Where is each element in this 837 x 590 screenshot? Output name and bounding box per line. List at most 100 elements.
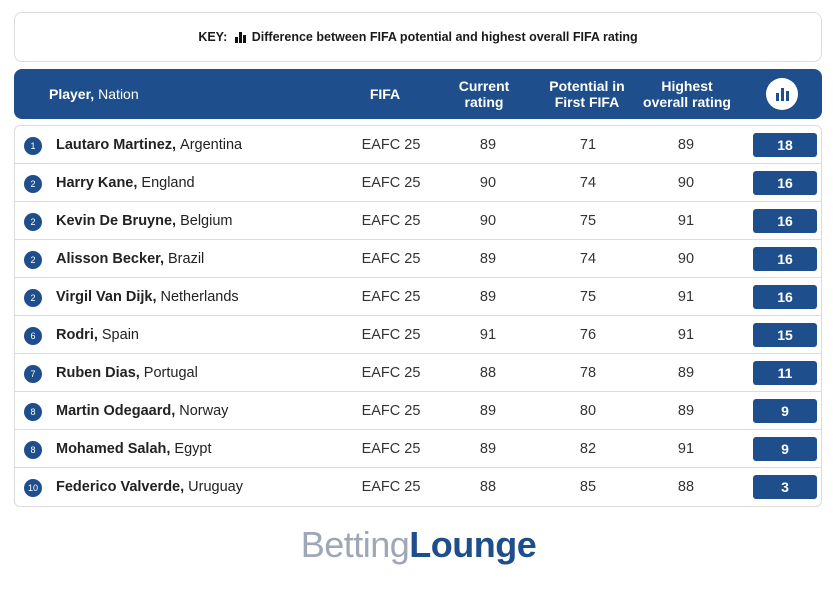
key-legend: KEY: Difference between FIFA potential a… [14,12,822,62]
highest-rating-cell: 91 [677,289,695,305]
player-cell: Rodri, Spain [56,316,139,354]
rank-badge: 10 [24,479,42,497]
potential-cell: 80 [579,403,597,419]
difference-badge: 16 [753,171,817,195]
rank-badge: 2 [24,175,42,193]
player-cell: Mohamed Salah, Egypt [56,430,212,468]
bar-chart-icon [775,87,789,101]
bar-chart-icon [235,31,246,43]
column-header-nation-label: Nation [98,86,139,102]
table-row: 8 Martin Odegaard, Norway EAFC 25 89 80 89 9 [15,392,821,430]
highest-rating-cell: 91 [677,213,695,229]
current-rating-cell: 89 [479,251,497,267]
player-name: Harry Kane, [56,175,138,191]
table-row: 2 Virgil Van Dijk, Netherlands EAFC 25 89 75 9… [15,278,821,316]
player-name: Lautaro Martinez, [56,137,177,153]
current-rating-cell: 88 [479,479,497,495]
highest-rating-cell: 89 [677,403,695,419]
table-body: 1 Lautaro Martinez, Argentina EAFC 25 89 71 89… [14,125,822,507]
key-text: Difference between FIFA potential and hi… [251,30,638,44]
difference-badge: 9 [753,399,817,423]
player-name: Martin Odegaard, [56,403,176,419]
fifa-cell: EAFC 25 [361,327,421,343]
player-nation: Brazil [168,251,205,267]
player-name: Virgil Van Dijk, [56,289,157,305]
difference-badge: 9 [753,437,817,461]
player-cell: Ruben Dias, Portugal [56,354,198,392]
current-rating-cell: 89 [479,403,497,419]
difference-badge: 18 [753,133,817,157]
fifa-cell: EAFC 25 [361,175,421,191]
rank-badge: 6 [24,327,42,345]
table-row: 2 Harry Kane, England EAFC 25 90 74 90 16 [15,164,821,202]
player-nation: Argentina [180,137,243,153]
logo-part-lounge: Lounge [409,524,537,565]
fifa-cell: EAFC 25 [361,251,421,267]
player-cell: Harry Kane, England [56,164,195,202]
player-cell: Virgil Van Dijk, Netherlands [56,278,239,316]
highest-rating-cell: 89 [677,137,695,153]
player-name: Ruben Dias, [56,365,140,381]
column-header-difference [766,78,798,110]
difference-badge: 16 [753,247,817,271]
current-rating-cell: 89 [479,289,497,305]
player-cell: Federico Valverde, Uruguay [56,468,243,506]
fifa-cell: EAFC 25 [361,479,421,495]
potential-cell: 82 [579,441,597,457]
table-row: 10 Federico Valverde, Uruguay EAFC 25 88 85 88… [15,468,821,506]
player-name: Alisson Becker, [56,251,164,267]
current-rating-cell: 90 [479,175,497,191]
table-row: 2 Alisson Becker, Brazil EAFC 25 89 74 90 16 [15,240,821,278]
potential-cell: 75 [579,213,597,229]
current-rating-cell: 90 [479,213,497,229]
current-rating-cell: 91 [479,327,497,343]
bettinglounge-logo: BettingLounge [0,524,837,566]
table-row: 8 Mohamed Salah, Egypt EAFC 25 89 82 91 9 [15,430,821,468]
potential-cell: 76 [579,327,597,343]
column-header-player: Player, Nation [49,69,139,119]
fifa-cell: EAFC 25 [361,213,421,229]
difference-badge: 16 [753,209,817,233]
player-nation: Belgium [180,213,233,229]
column-header-player-label: Player, [49,86,95,102]
fifa-cell: EAFC 25 [361,137,421,153]
table-row: 7 Ruben Dias, Portugal EAFC 25 88 78 89 11 [15,354,821,392]
player-cell: Martin Odegaard, Norway [56,392,228,430]
potential-cell: 78 [579,365,597,381]
potential-cell: 71 [579,137,597,153]
player-cell: Kevin De Bruyne, Belgium [56,202,232,240]
current-rating-cell: 89 [479,441,497,457]
difference-badge: 11 [753,361,817,385]
table-row: 6 Rodri, Spain EAFC 25 91 76 91 15 [15,316,821,354]
highest-rating-cell: 91 [677,441,695,457]
potential-cell: 75 [579,289,597,305]
potential-cell: 74 [579,251,597,267]
difference-badge: 15 [753,323,817,347]
column-header-potential: Potential in First FIFA [549,78,625,110]
highest-rating-cell: 90 [677,251,695,267]
highest-rating-cell: 88 [677,479,695,495]
player-cell: Lautaro Martinez, Argentina [56,126,242,164]
fifa-cell: EAFC 25 [361,403,421,419]
player-nation: Norway [179,403,229,419]
fifa-cell: EAFC 25 [361,365,421,381]
difference-badge: 16 [753,285,817,309]
player-cell: Alisson Becker, Brazil [56,240,204,278]
player-nation: Portugal [143,365,198,381]
rank-badge: 8 [24,441,42,459]
column-header-current-rating: Current rating [458,78,510,110]
player-name: Kevin De Bruyne, [56,213,177,229]
column-header-highest-rating: Highest overall rating [643,78,731,110]
rank-badge: 1 [24,137,42,155]
player-nation: Spain [101,327,139,343]
potential-cell: 74 [579,175,597,191]
player-name: Rodri, [56,327,98,343]
highest-rating-cell: 90 [677,175,695,191]
player-nation: England [141,175,195,191]
table-row: 2 Kevin De Bruyne, Belgium EAFC 25 90 75 91 16 [15,202,821,240]
rank-badge: 7 [24,365,42,383]
fifa-cell: EAFC 25 [361,441,421,457]
rank-badge: 2 [24,213,42,231]
difference-badge: 3 [753,475,817,499]
highest-rating-cell: 89 [677,365,695,381]
